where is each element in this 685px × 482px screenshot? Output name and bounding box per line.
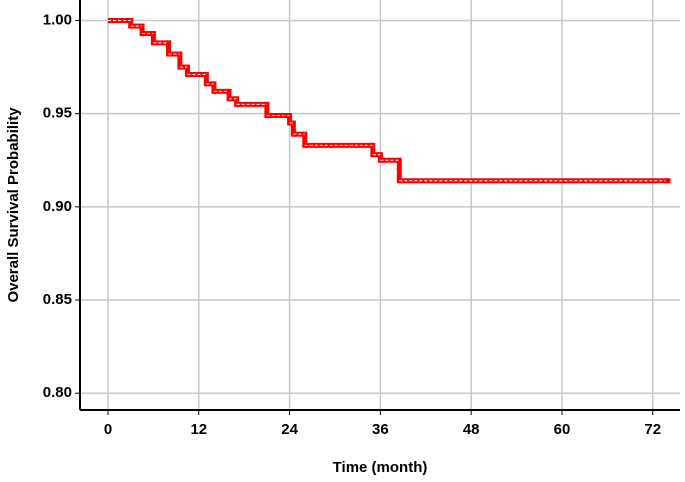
- x-tick-label: 48: [463, 421, 480, 438]
- x-tick-label: 60: [554, 421, 571, 438]
- y-tick-label: 0.90: [43, 198, 72, 215]
- x-tick-label: 72: [644, 421, 661, 438]
- y-tick-label: 0.80: [43, 384, 72, 401]
- x-tick-label: 24: [281, 421, 298, 438]
- y-tick-label: 1.00: [43, 11, 72, 28]
- y-tick-label: 0.85: [43, 291, 72, 308]
- x-axis-label: Time (month): [333, 459, 428, 476]
- y-tick-label: 0.95: [43, 105, 72, 122]
- y-axis-label: Overall Survival Probability: [5, 107, 22, 303]
- censor-end: [665, 178, 671, 184]
- x-tick-label: 12: [190, 421, 207, 438]
- x-tick-label: 36: [372, 421, 389, 438]
- x-tick-label: 0: [104, 421, 112, 438]
